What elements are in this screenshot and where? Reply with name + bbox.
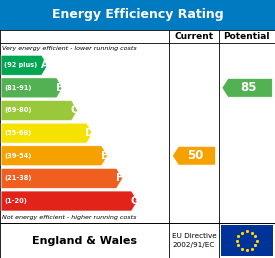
Polygon shape	[1, 101, 78, 120]
Text: B: B	[56, 83, 64, 93]
Text: E: E	[101, 151, 108, 161]
Polygon shape	[1, 168, 123, 188]
Text: (81-91): (81-91)	[4, 85, 32, 91]
Bar	[221, 225, 273, 256]
Text: Very energy efficient - lower running costs: Very energy efficient - lower running co…	[2, 46, 137, 51]
Text: EU Directive
2002/91/EC: EU Directive 2002/91/EC	[172, 233, 216, 248]
Text: F: F	[116, 173, 123, 183]
Polygon shape	[172, 147, 215, 165]
Text: G: G	[130, 196, 139, 206]
Bar	[0, 0, 275, 30]
Text: C: C	[71, 106, 78, 116]
Polygon shape	[1, 55, 48, 75]
Text: D: D	[85, 128, 94, 138]
Text: 85: 85	[241, 81, 257, 94]
Text: (92 plus): (92 plus)	[4, 62, 38, 68]
Polygon shape	[1, 78, 63, 98]
Text: Potential: Potential	[224, 32, 270, 41]
Text: (21-38): (21-38)	[4, 175, 32, 181]
Text: (1-20): (1-20)	[4, 198, 27, 204]
Text: (39-54): (39-54)	[4, 153, 32, 159]
Polygon shape	[1, 146, 108, 166]
Text: (69-80): (69-80)	[4, 108, 32, 114]
Polygon shape	[1, 191, 138, 211]
Text: 50: 50	[188, 149, 204, 162]
Text: Energy Efficiency Rating: Energy Efficiency Rating	[52, 8, 223, 21]
Polygon shape	[1, 123, 93, 143]
Text: (55-68): (55-68)	[4, 130, 32, 136]
Polygon shape	[222, 79, 272, 97]
Text: Not energy efficient - higher running costs: Not energy efficient - higher running co…	[2, 215, 137, 220]
Text: A: A	[41, 60, 49, 70]
Text: England & Wales: England & Wales	[32, 236, 137, 246]
Text: Current: Current	[174, 32, 213, 41]
